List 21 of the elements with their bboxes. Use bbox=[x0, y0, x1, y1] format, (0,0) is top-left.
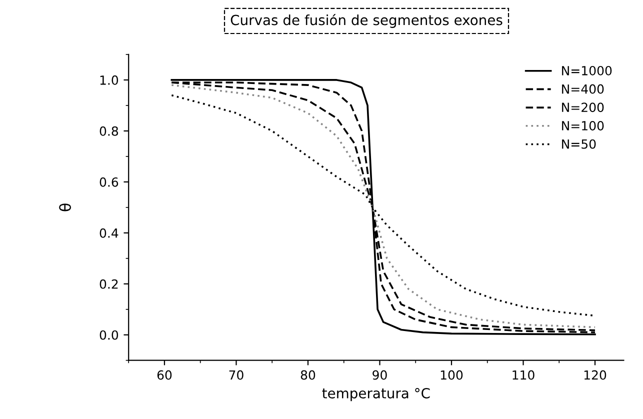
x-tick-label: 90 bbox=[372, 370, 387, 380]
x-tick-label: 100 bbox=[440, 370, 463, 380]
x-tick-label: 110 bbox=[512, 370, 534, 380]
y-tick-label: 0.4 bbox=[100, 228, 118, 238]
legend-label: N=100 bbox=[562, 120, 604, 130]
legend-label: N=50 bbox=[562, 139, 596, 149]
x-axis-title: temperatura °C bbox=[322, 388, 430, 402]
x-tick-label: 60 bbox=[157, 370, 172, 380]
legend-label: N=400 bbox=[562, 84, 604, 94]
y-tick-label: 0.0 bbox=[100, 330, 118, 340]
legend-label: N=200 bbox=[562, 102, 604, 112]
y-tick-label: 1.0 bbox=[100, 75, 118, 85]
x-tick-label: 120 bbox=[584, 370, 606, 380]
y-tick-label: 0.8 bbox=[100, 126, 118, 136]
x-tick-label: 70 bbox=[229, 370, 244, 380]
y-tick-label: 0.6 bbox=[100, 177, 118, 187]
x-tick-label: 80 bbox=[300, 370, 316, 380]
y-tick-label: 0.2 bbox=[100, 279, 118, 289]
y-axis-title: θ bbox=[59, 204, 71, 212]
legend-label: N=1000 bbox=[562, 66, 612, 76]
chart-title: Curvas de fusión de segmentos exones bbox=[230, 14, 502, 28]
